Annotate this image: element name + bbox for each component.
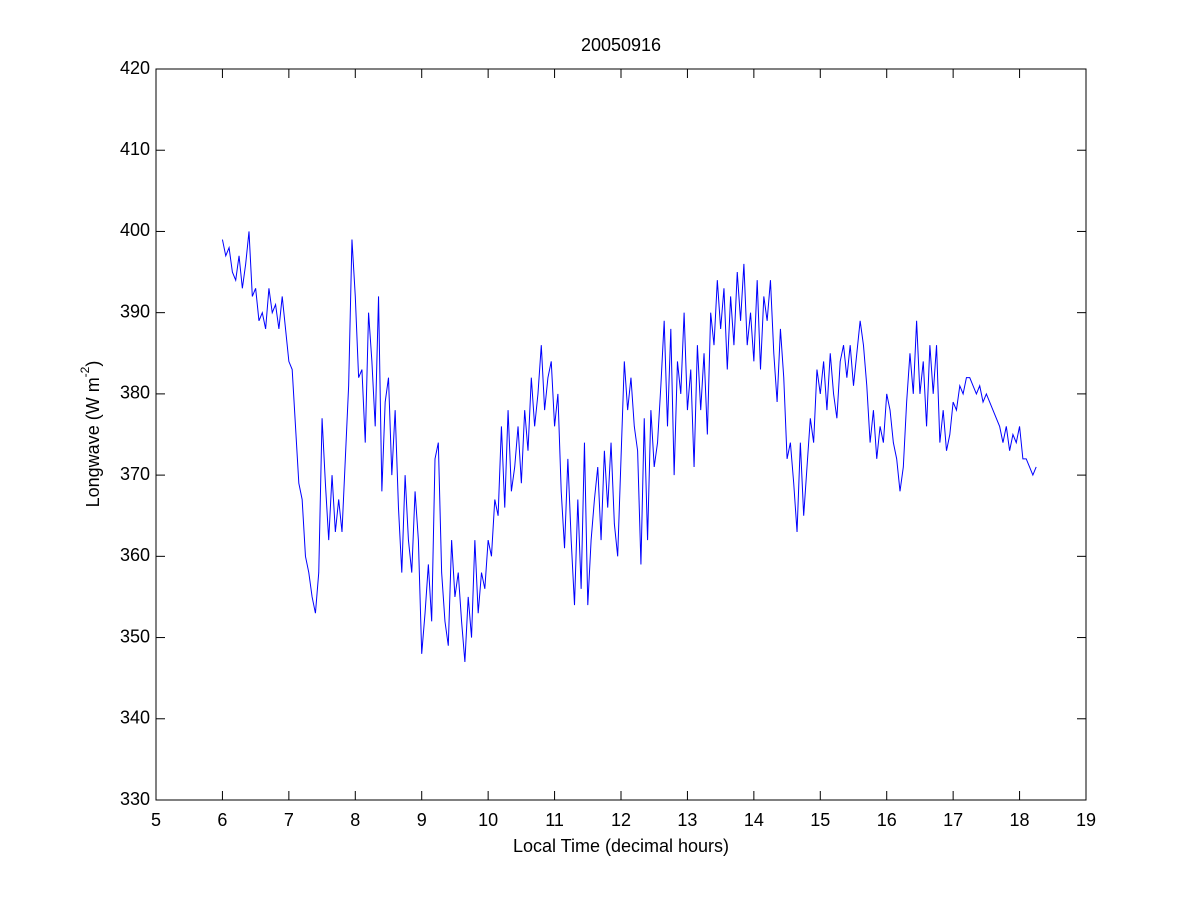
y-tick-label: 380 [120,383,150,403]
x-axis-label: Local Time (decimal hours) [513,836,729,856]
y-tick-label: 350 [120,626,150,646]
x-tick-label: 11 [545,810,564,830]
x-tick-label: 19 [1076,810,1096,830]
plot-box [155,68,1087,801]
y-label-suffix: ) [83,361,103,367]
x-tick-label: 10 [478,810,498,830]
chart-title: 20050916 [581,35,661,55]
y-tick-label: 360 [120,545,150,565]
x-tick-label: 6 [217,810,227,830]
y-tick-label: 340 [120,708,150,728]
x-tick-label: 18 [1010,810,1030,830]
x-tick-label: 12 [611,810,631,830]
x-tick-label: 17 [943,810,963,830]
data-line [221,231,1037,662]
y-axis-label: Longwave (W m-2) [78,361,103,508]
x-tick-label: 14 [744,810,764,830]
x-tick-label: 5 [151,810,161,830]
y-label-text: Longwave (W m [83,377,103,507]
y-tick-label: 390 [120,301,150,321]
x-tick-label: 7 [284,810,294,830]
y-tick-label: 420 [120,58,150,78]
y-tick-label: 410 [120,139,150,159]
x-tick-label: 13 [677,810,697,830]
x-tick-label: 16 [877,810,897,830]
y-tick-label: 370 [120,464,150,484]
x-tick-label: 9 [417,810,427,830]
x-tick-label: 8 [350,810,360,830]
y-label-superscript: -2 [78,366,92,377]
y-tick-label: 330 [120,789,150,809]
y-tick-label: 400 [120,220,150,240]
x-tick-label: 15 [810,810,830,830]
